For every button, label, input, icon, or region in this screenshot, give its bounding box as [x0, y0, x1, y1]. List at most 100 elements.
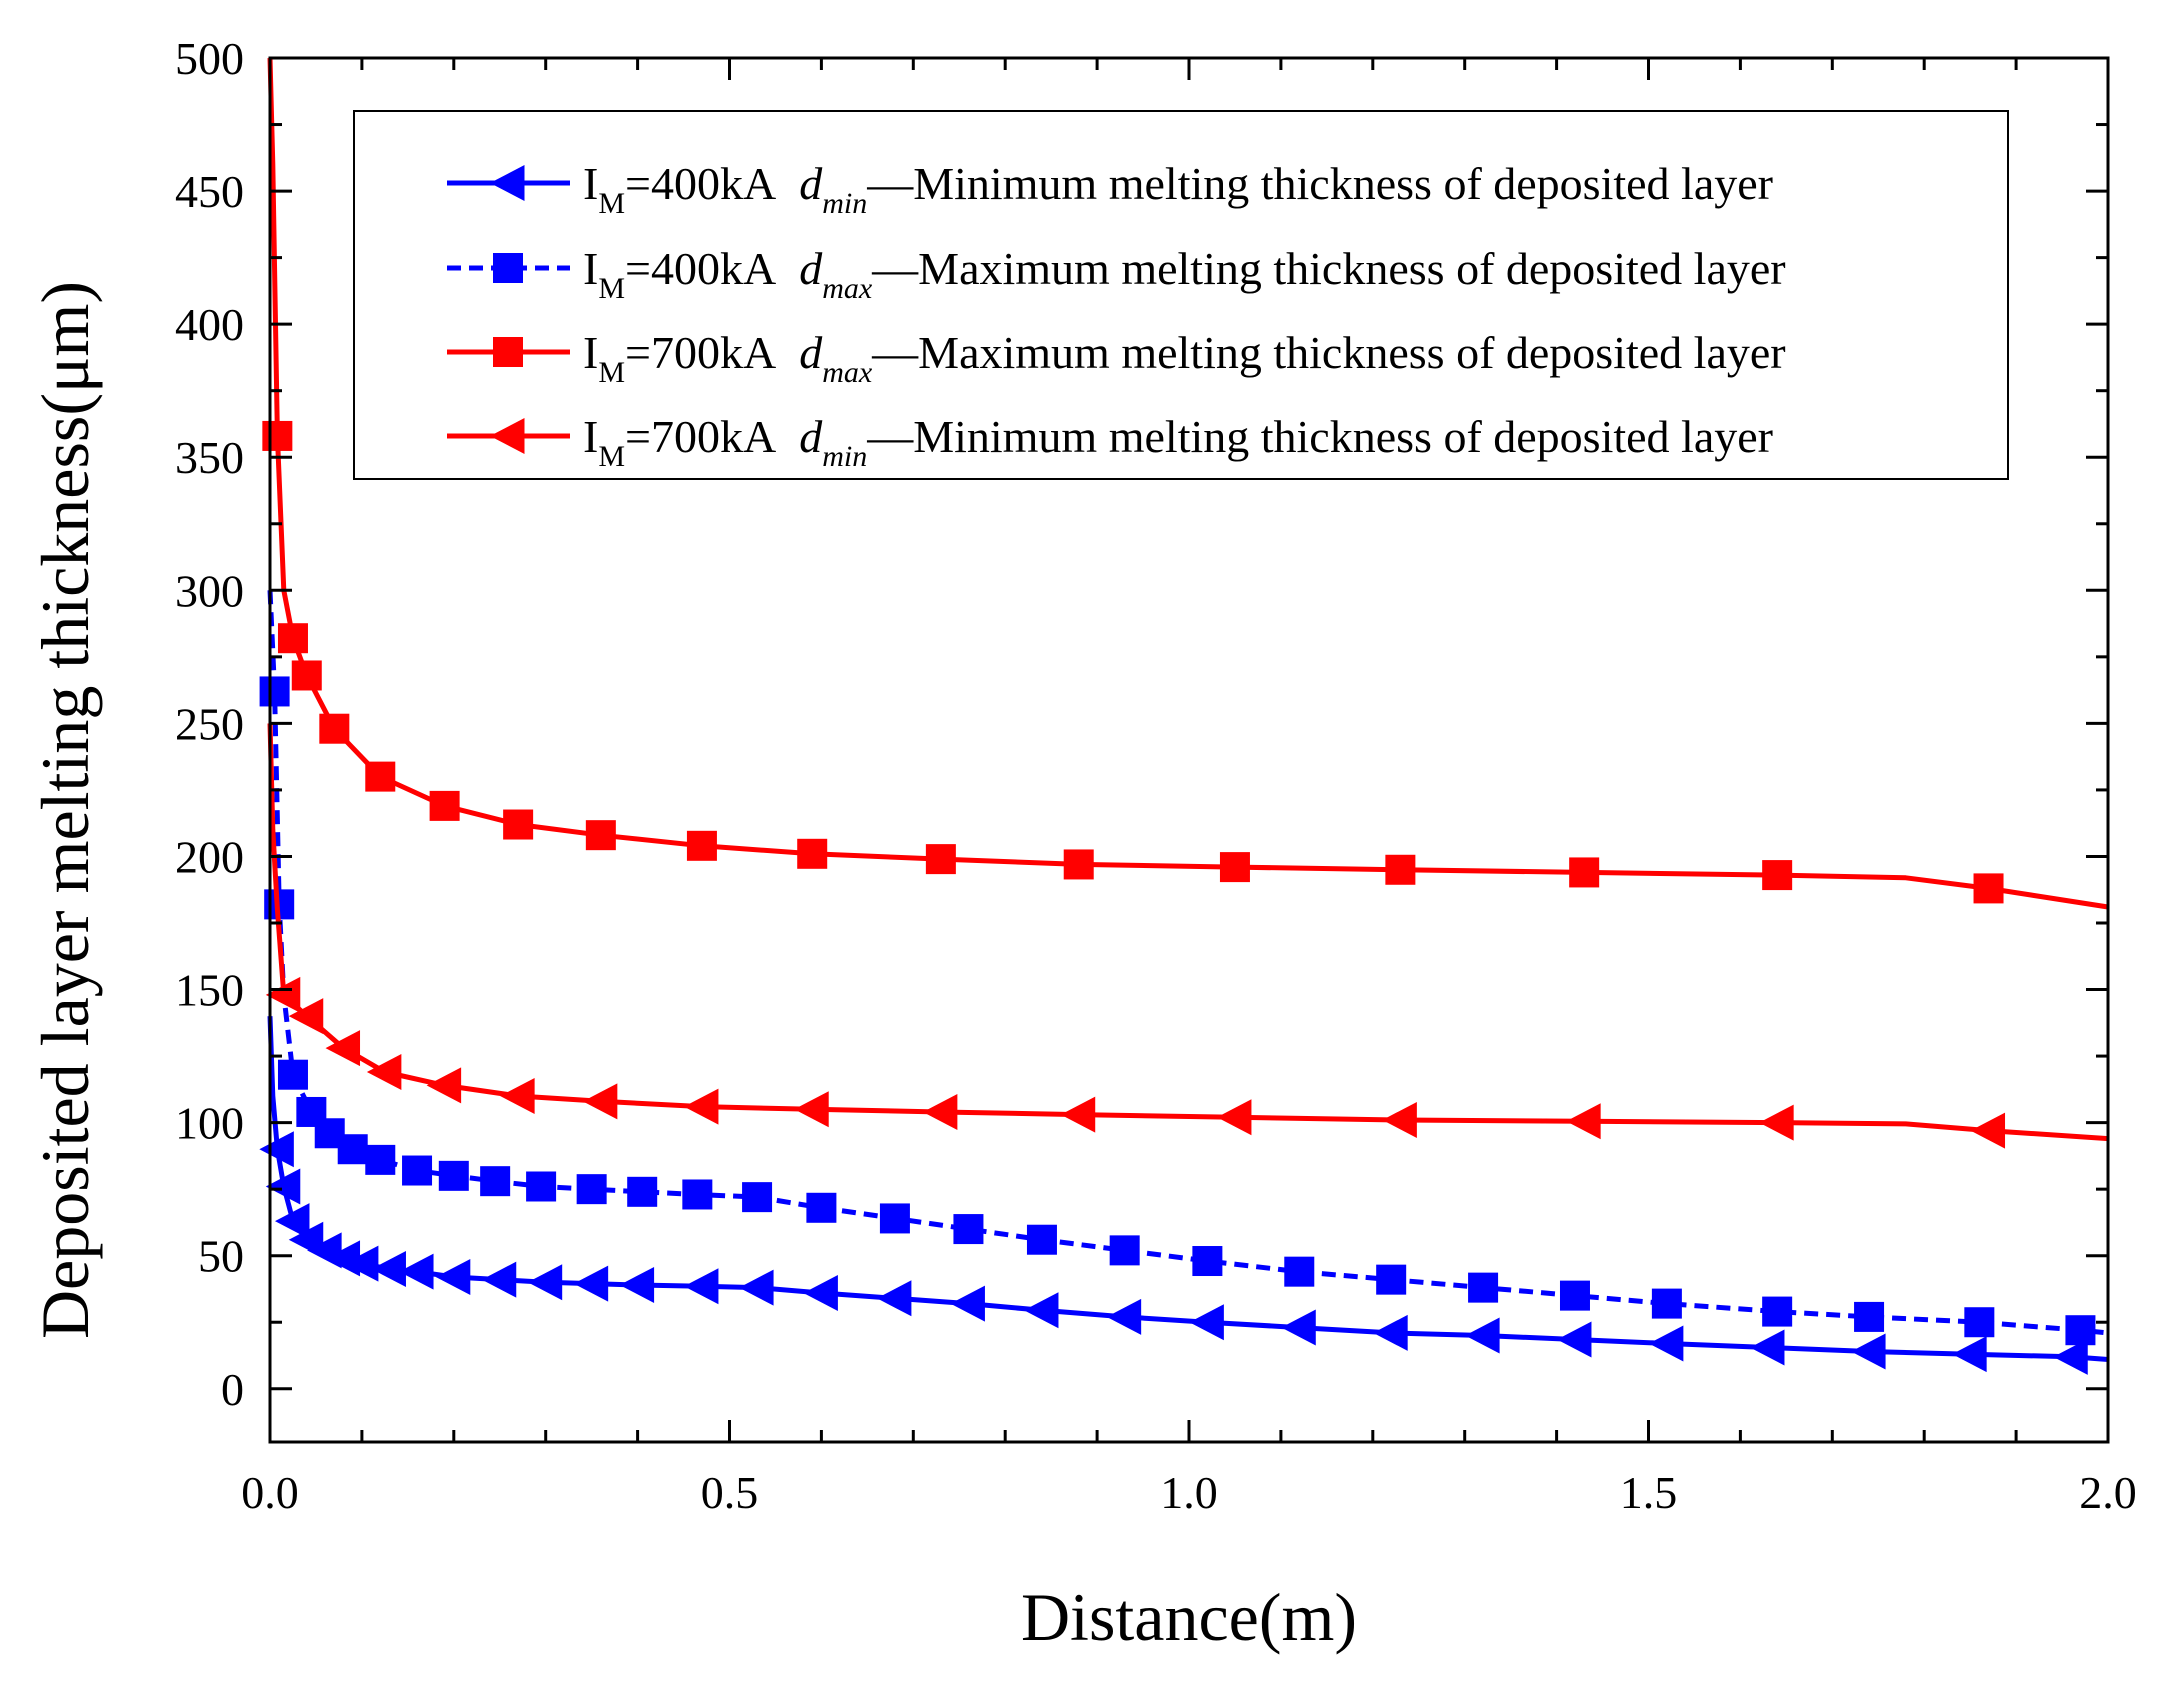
data-point	[527, 1264, 563, 1301]
legend-entry-2: IM=700kA dmax—Maximum melting thickness …	[447, 327, 1786, 389]
data-point	[627, 1176, 658, 1207]
legend-desc: —Maximum melting thickness of deposited …	[871, 243, 1785, 294]
legend-sub1: M	[598, 440, 625, 473]
legend-current: =700kA	[625, 411, 776, 462]
y-tick-label: 350	[175, 432, 244, 483]
legend: IM=400kA dmin—Minimum melting thickness …	[353, 110, 2009, 480]
legend-sub2: min	[822, 187, 867, 220]
legend-entry-1: IM=400kA dmax—Maximum melting thickness …	[447, 243, 1786, 305]
axis-ticks: 0.0 0.5 1.0 1.5 2.0 0 50 100 150 200 250 300 350 400 4…	[175, 33, 2137, 1518]
data-point	[739, 1269, 774, 1306]
data-point	[803, 1274, 838, 1311]
data-point	[1651, 1288, 1682, 1319]
plot-frame	[268, 56, 2110, 1444]
data-point	[259, 1131, 294, 1168]
data-point	[953, 1214, 984, 1245]
data-point	[1385, 854, 1416, 885]
legend-spacer	[776, 327, 799, 378]
legend-current: =400kA	[625, 243, 776, 294]
data-point	[426, 1067, 462, 1104]
data-point	[925, 844, 956, 875]
y-tick-label: 300	[175, 565, 244, 616]
y-tick-label: 400	[175, 299, 244, 350]
data-point	[1973, 873, 2004, 904]
data-point	[1376, 1264, 1407, 1295]
data-point	[274, 1203, 310, 1240]
series-1	[259, 590, 2109, 1346]
data-point	[262, 420, 293, 451]
x-tick-label: 0.0	[241, 1467, 299, 1518]
data-point	[686, 830, 717, 861]
data-point	[1192, 1246, 1223, 1277]
data-point	[365, 761, 396, 792]
x-tick-label: 2.0	[2079, 1467, 2137, 1518]
legend-entry-3: IM=700kA dmin—Minimum melting thickness …	[447, 411, 1773, 473]
data-point	[1970, 1112, 2006, 1149]
data-point	[325, 1030, 361, 1067]
legend-prefix: I	[583, 411, 598, 462]
legend-marker	[490, 418, 525, 454]
legend-d: d	[799, 158, 823, 209]
data-point	[526, 1171, 557, 1202]
y-tick-label: 100	[175, 1098, 244, 1149]
data-point	[1762, 1296, 1793, 1327]
y-tick-label: 0	[221, 1364, 244, 1415]
data-point	[1952, 1336, 1987, 1373]
data-point	[1749, 1329, 1785, 1366]
data-point	[265, 1168, 301, 1205]
legend-marker	[490, 165, 525, 201]
legend-sub2: min	[822, 440, 867, 473]
data-point	[291, 660, 322, 691]
y-axis-title: Deposited layer melting thickness(μm)	[27, 281, 103, 1339]
data-point	[265, 976, 301, 1013]
data-point	[797, 838, 828, 869]
data-point	[1189, 1304, 1224, 1341]
x-tick-label: 1.0	[1160, 1467, 1218, 1518]
legend-spacer	[776, 158, 799, 209]
series-line	[267, 57, 2109, 910]
data-point	[438, 1160, 469, 1191]
data-point	[682, 1179, 713, 1210]
data-point	[922, 1093, 958, 1130]
legend-d: d	[799, 243, 823, 294]
data-point	[343, 1245, 379, 1282]
y-tick-label: 150	[175, 965, 244, 1016]
data-point	[429, 790, 460, 821]
data-point	[742, 1182, 773, 1213]
x-tick-label: 0.5	[701, 1467, 759, 1518]
data-point	[503, 809, 534, 840]
legend-sub2: max	[822, 356, 873, 389]
data-point	[950, 1285, 985, 1322]
legend-desc: —Minimum melting thickness of deposited …	[866, 411, 1773, 462]
series-0	[259, 1016, 2109, 1375]
legend-marker	[493, 253, 523, 283]
legend-current: =400kA	[625, 158, 776, 209]
data-point	[1559, 1280, 1590, 1311]
legend-desc: —Maximum melting thickness of deposited …	[871, 327, 1785, 378]
y-tick-label: 500	[175, 33, 244, 84]
data-point	[277, 623, 308, 654]
legend-sub1: M	[598, 187, 625, 220]
data-point	[1109, 1235, 1140, 1266]
data-point	[1851, 1333, 1886, 1370]
data-point	[683, 1088, 719, 1125]
data-point	[1373, 1314, 1408, 1351]
data-point	[337, 1134, 368, 1165]
data-point	[1382, 1101, 1417, 1138]
legend-spacer	[776, 243, 799, 294]
data-point	[1854, 1301, 1885, 1332]
data-point	[480, 1166, 511, 1197]
legend-label: IM=400kA dmin—Minimum melting thickness …	[583, 158, 1773, 220]
data-point	[1762, 860, 1793, 891]
legend-label: IM=400kA dmax—Maximum melting thickness …	[583, 243, 1786, 305]
data-point	[1281, 1309, 1316, 1346]
data-point	[481, 1261, 517, 1298]
data-point	[1465, 1317, 1500, 1354]
data-point	[2065, 1315, 2096, 1346]
data-point	[876, 1280, 912, 1317]
legend-sub2: max	[822, 272, 873, 305]
data-point	[1063, 849, 1094, 880]
data-point	[1023, 1292, 1059, 1329]
data-point	[1219, 852, 1250, 883]
data-point	[806, 1192, 837, 1223]
